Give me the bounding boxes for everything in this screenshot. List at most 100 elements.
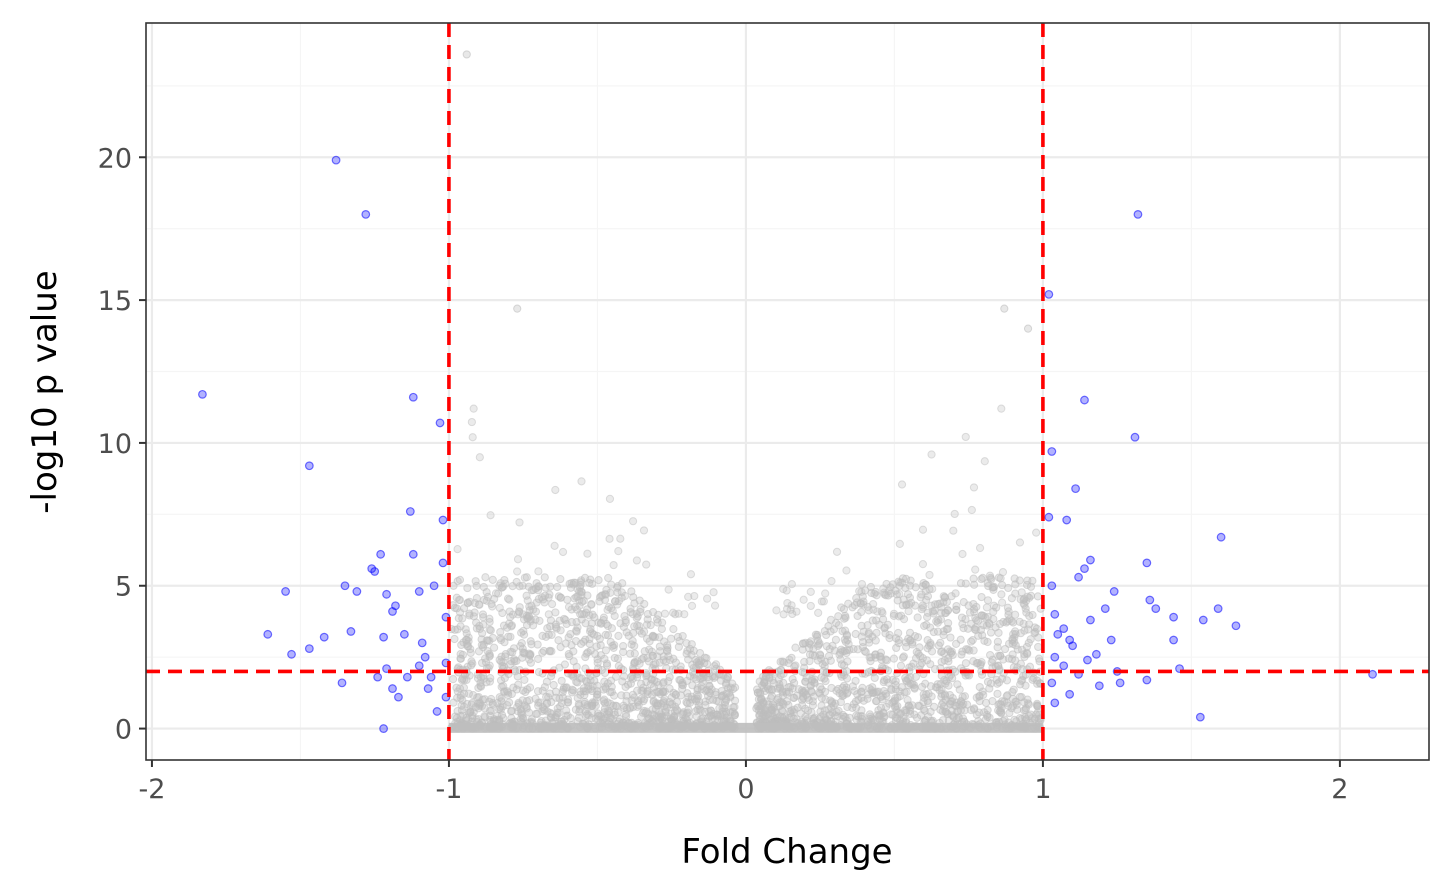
nonsig-point — [712, 710, 721, 720]
nonsig-point — [458, 674, 467, 683]
nonsig-point — [450, 603, 460, 612]
nonsig-point — [910, 710, 919, 719]
nonsig-point — [453, 545, 462, 554]
nonsig-point — [842, 566, 851, 575]
nonsig-point — [1009, 618, 1018, 627]
nonsig-point — [585, 634, 594, 644]
significant-point — [402, 672, 412, 682]
nonsig-point — [626, 679, 636, 688]
nonsig-point — [542, 677, 551, 686]
significant-point — [1109, 587, 1119, 596]
nonsig-point — [586, 624, 595, 634]
nonsig-point — [594, 618, 603, 627]
nonsig-point — [802, 714, 812, 724]
nonsig-point — [555, 616, 564, 625]
nonsig-point — [931, 600, 940, 609]
nonsig-point — [674, 642, 683, 652]
nonsig-point — [993, 689, 1002, 698]
nonsig-point — [660, 702, 669, 711]
significant-point — [405, 507, 415, 516]
nonsig-point — [703, 673, 713, 682]
nonsig-point — [684, 705, 693, 714]
significant-point — [1231, 621, 1241, 631]
nonsig-point — [619, 647, 628, 657]
nonsig-point — [655, 642, 664, 651]
nonsig-point — [716, 676, 726, 685]
nonsig-point — [911, 601, 920, 610]
nonsig-point — [651, 688, 660, 697]
significant-point — [304, 644, 314, 653]
significant-point — [304, 461, 314, 471]
nonsig-point — [705, 682, 714, 691]
nonsig-point — [714, 697, 723, 706]
nonsig-point — [956, 579, 966, 588]
significant-point — [1145, 595, 1155, 605]
nonsig-point — [923, 608, 932, 617]
nonsig-point — [611, 672, 621, 681]
nonsig-point — [788, 609, 797, 619]
nonsig-point — [997, 590, 1006, 599]
nonsig-point — [1005, 708, 1014, 718]
nonsig-point — [923, 592, 933, 601]
nonsig-point — [875, 620, 884, 629]
significant-point — [1130, 432, 1140, 442]
nonsig-point — [697, 681, 706, 691]
nonsig-point — [627, 696, 636, 705]
significant-point — [373, 672, 383, 682]
panel-border — [145, 22, 1430, 761]
nonsig-point — [869, 599, 878, 609]
nonsig-point — [563, 698, 572, 707]
nonsig-point — [495, 603, 504, 613]
nonsig-point — [630, 649, 639, 658]
nonsig-point — [642, 560, 651, 569]
nonsig-point — [917, 682, 927, 692]
nonsig-point — [837, 603, 846, 612]
nonsig-point — [1011, 589, 1020, 598]
significant-points — [198, 155, 1377, 733]
nonsig-point — [1033, 592, 1043, 601]
nonsig-point — [896, 661, 906, 670]
significant-point — [361, 209, 371, 219]
nonsig-point — [622, 712, 631, 721]
nonsig-point — [988, 655, 997, 664]
nonsig-point — [937, 657, 946, 667]
nonsig-point — [885, 699, 894, 708]
nonsig-point — [961, 659, 970, 668]
significant-point — [394, 692, 403, 702]
nonsig-point — [607, 624, 616, 633]
nonsig-point — [905, 628, 915, 637]
nonsig-point — [828, 641, 837, 650]
nonsig-baseline-band — [448, 722, 1043, 733]
significant-point — [438, 558, 448, 568]
nonsig-point — [975, 682, 984, 692]
nonsig-point — [928, 584, 937, 594]
nonsig-point — [643, 653, 652, 663]
non-significant-cloud — [447, 50, 1045, 733]
nonsig-point — [1011, 629, 1020, 639]
nonsig-point — [827, 576, 836, 586]
nonsig-point — [948, 674, 957, 683]
nonsig-point — [994, 573, 1003, 582]
nonsig-point — [838, 647, 847, 656]
nonsig-point — [600, 668, 610, 678]
nonsig-point — [583, 591, 592, 600]
nonsig-point — [486, 511, 495, 520]
nonsig-point — [697, 674, 706, 683]
nonsig-point — [826, 615, 836, 624]
nonsig-point — [959, 598, 968, 607]
nonsig-point — [915, 651, 925, 661]
nonsig-point — [594, 576, 603, 585]
nonsig-point — [689, 646, 698, 655]
nonsig-point — [525, 696, 534, 705]
nonsig-point — [954, 713, 963, 723]
nonsig-point — [992, 675, 1001, 684]
nonsig-point — [493, 699, 502, 708]
nonsig-point — [553, 582, 562, 592]
nonsig-point — [989, 607, 998, 616]
nonsig-point — [720, 698, 730, 707]
significant-point — [1216, 532, 1226, 542]
nonsig-point — [472, 624, 482, 633]
nonsig-point — [1010, 637, 1019, 647]
nonsig-point — [635, 596, 644, 605]
